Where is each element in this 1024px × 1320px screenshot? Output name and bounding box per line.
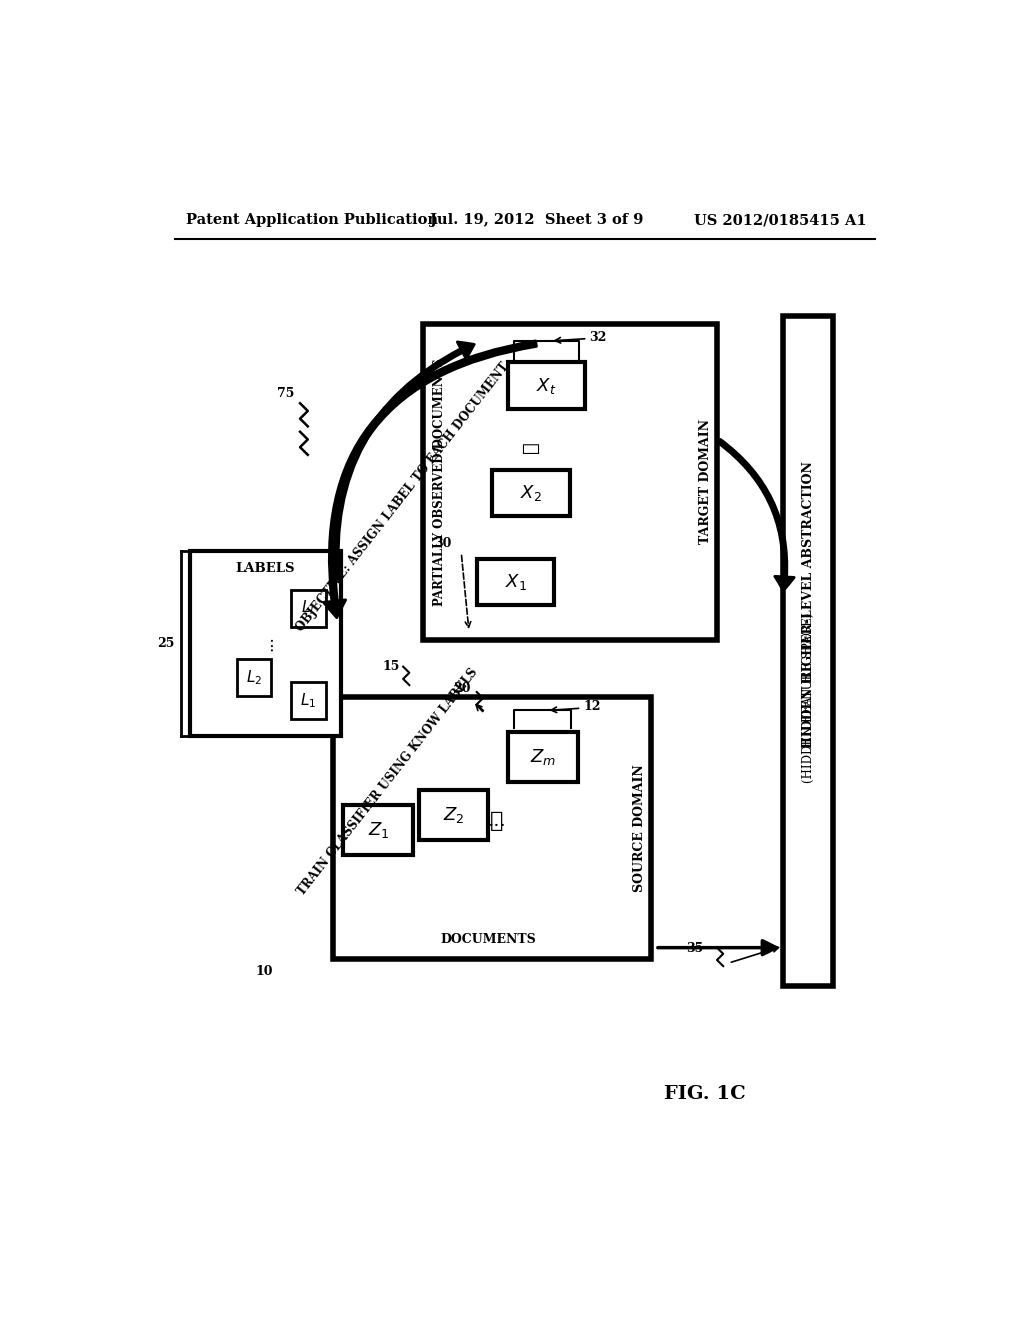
Text: 30: 30 bbox=[434, 537, 452, 550]
Bar bbox=[783, 317, 834, 986]
Bar bbox=[477, 558, 554, 605]
FancyArrowPatch shape bbox=[718, 440, 795, 590]
Text: FIG. 1C: FIG. 1C bbox=[665, 1085, 746, 1104]
Text: PARTIALLY OBSERVED DOCUMENTS: PARTIALLY OBSERVED DOCUMENTS bbox=[433, 358, 446, 606]
Text: (HIDDEN FEATURE SPACE): (HIDDEN FEATURE SPACE) bbox=[802, 612, 814, 783]
Text: US 2012/0185415 A1: US 2012/0185415 A1 bbox=[693, 213, 866, 227]
Text: Jul. 19, 2012  Sheet 3 of 9: Jul. 19, 2012 Sheet 3 of 9 bbox=[430, 213, 644, 227]
Text: $L_l$: $L_l$ bbox=[301, 599, 315, 618]
Text: $L_2$: $L_2$ bbox=[246, 668, 262, 686]
Text: TARGET DOMAIN: TARGET DOMAIN bbox=[698, 420, 712, 544]
Text: HIDDEN HIGHER-LEVEL ABSTRACTION: HIDDEN HIGHER-LEVEL ABSTRACTION bbox=[802, 462, 814, 748]
Bar bbox=[508, 363, 586, 409]
Text: $Z_1$: $Z_1$ bbox=[368, 820, 389, 841]
Text: ⋯: ⋯ bbox=[522, 441, 540, 453]
Text: Patent Application Publication: Patent Application Publication bbox=[186, 213, 438, 227]
Bar bbox=[493, 470, 569, 516]
Bar bbox=[419, 789, 488, 840]
Text: 10: 10 bbox=[256, 965, 273, 978]
Text: $X_1$: $X_1$ bbox=[505, 572, 526, 591]
Bar bbox=[423, 323, 717, 640]
Text: OBJECTIVE: ASSIGN LABEL TO EACH DOCUMENT: OBJECTIVE: ASSIGN LABEL TO EACH DOCUMENT bbox=[294, 360, 512, 634]
Bar bbox=[334, 697, 651, 960]
Text: 35: 35 bbox=[686, 941, 703, 954]
Text: 12: 12 bbox=[584, 700, 601, 713]
Text: ...: ... bbox=[486, 812, 506, 829]
Bar bbox=[291, 590, 326, 627]
Text: 15: 15 bbox=[382, 660, 399, 673]
FancyArrowPatch shape bbox=[334, 342, 474, 579]
Text: LABELS: LABELS bbox=[236, 561, 295, 574]
Bar bbox=[508, 733, 578, 781]
Text: TRAIN CLASSIFIER USING KNOW LABELS: TRAIN CLASSIFIER USING KNOW LABELS bbox=[295, 667, 480, 898]
Bar bbox=[190, 552, 341, 737]
Text: 75: 75 bbox=[276, 387, 294, 400]
Text: $X_t$: $X_t$ bbox=[537, 376, 557, 396]
Bar bbox=[291, 682, 326, 719]
Text: $L_1$: $L_1$ bbox=[300, 692, 316, 710]
Text: SOURCE DOMAIN: SOURCE DOMAIN bbox=[633, 764, 646, 892]
Text: $X_2$: $X_2$ bbox=[520, 483, 542, 503]
Text: ...: ... bbox=[259, 636, 276, 651]
FancyArrowPatch shape bbox=[324, 341, 537, 618]
Text: DOCUMENTS: DOCUMENTS bbox=[440, 933, 537, 946]
Text: $Z_2$: $Z_2$ bbox=[442, 805, 464, 825]
Text: $Z_m$: $Z_m$ bbox=[529, 747, 556, 767]
Bar bbox=[343, 805, 414, 855]
Text: 25: 25 bbox=[157, 638, 174, 649]
Text: 20: 20 bbox=[454, 682, 471, 696]
Text: 32: 32 bbox=[589, 330, 606, 343]
Bar bbox=[237, 659, 271, 696]
Text: ⋯: ⋯ bbox=[489, 809, 503, 832]
